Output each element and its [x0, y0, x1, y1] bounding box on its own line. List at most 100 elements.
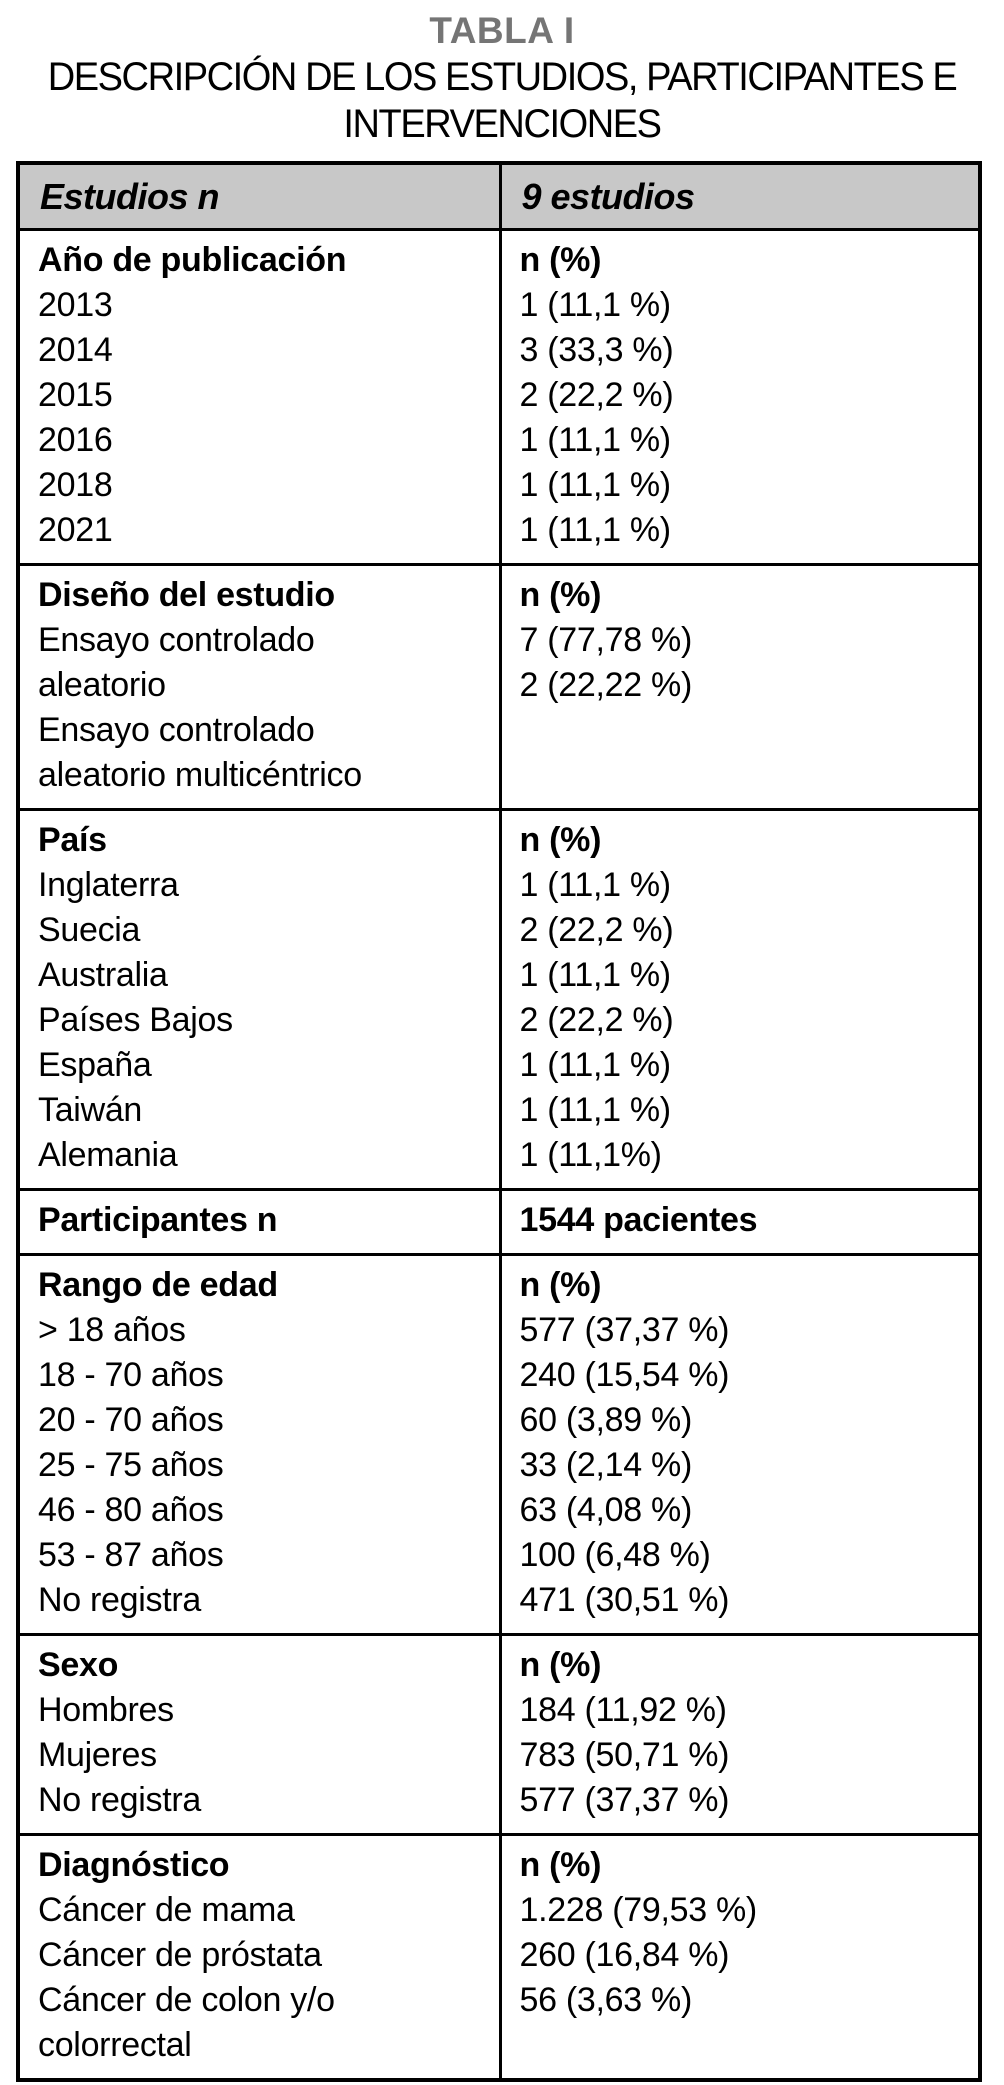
value-line: 1 (11,1 %): [519, 865, 672, 904]
value-line: 577 (37,37 %): [519, 1780, 730, 1819]
cell-diagnostico-left: Diagnóstico Cáncer de mama Cáncer de próst…: [16, 1832, 502, 2081]
value-line: 783 (50,71 %): [519, 1735, 730, 1774]
cell-participantes-left: Participantes n: [16, 1187, 502, 1256]
category-line: aleatorio: [38, 665, 166, 704]
category-line: 53 - 87 años: [38, 1535, 224, 1574]
section-row-rango-de-edad: Rango de edad > 18 años 18 - 70 años 20 - 7…: [16, 1252, 982, 1636]
value-line: 471 (30,51 %): [519, 1580, 730, 1619]
category-line: Mujeres: [38, 1735, 157, 1774]
section-row-sexo: Sexo Hombres Mujeres No registra n (%) 184 (1…: [16, 1632, 982, 1836]
category-line: Inglaterra: [38, 865, 179, 904]
category-line: Alemania: [38, 1135, 178, 1174]
table-header-row: Estudios n 9 estudios: [16, 161, 982, 231]
cell-diseno-del-estudio-left: Diseño del estudio Ensayo controlado aleat…: [16, 562, 502, 811]
cell-pais-left: País Inglaterra Suecia Australia Países Bajo…: [16, 807, 502, 1191]
section-value-header: n (%): [519, 1845, 602, 1884]
category-line: Cáncer de mama: [38, 1890, 295, 1929]
section-label: Rango de edad: [38, 1265, 278, 1304]
value-line: 240 (15,54 %): [519, 1355, 730, 1394]
cell-ano-de-publicacion-right: n (%) 1 (11,1 %) 3 (33,3 %) 2 (22,2 %) 1 (11…: [498, 227, 982, 566]
category-line: Cáncer de colon y/o: [38, 1980, 335, 2019]
value-line: 1.228 (79,53 %): [519, 1890, 758, 1929]
value-line: 63 (4,08 %): [519, 1490, 693, 1529]
category-line: 18 - 70 años: [38, 1355, 224, 1394]
category-line: 2018: [38, 465, 113, 504]
value-line: 1 (11,1%): [519, 1135, 662, 1174]
table-caption: TABLA I DESCRIPCIÓN DE LOS ESTUDIOS, PAR…: [0, 10, 1004, 148]
cell-sexo-right: n (%) 184 (11,92 %) 783 (50,71 %) 577 (37,3…: [498, 1632, 982, 1836]
category-line: Ensayo controlado: [38, 710, 315, 749]
descripcion-estudios-table: Estudios n 9 estudios Año de publicación…: [16, 161, 982, 2082]
category-line: 2014: [38, 330, 113, 369]
section-row-diagnostico: Diagnóstico Cáncer de mama Cáncer de próst…: [16, 1832, 982, 2081]
category-line: No registra: [38, 1780, 201, 1819]
value-line: 1 (11,1 %): [519, 1045, 672, 1084]
category-line: 2021: [38, 510, 113, 549]
category-line: España: [38, 1045, 152, 1084]
section-label: Sexo: [38, 1645, 119, 1684]
cell-participantes-right: 1544 pacientes: [498, 1187, 982, 1256]
section-value-header: n (%): [519, 575, 602, 614]
category-line: Cáncer de próstata: [38, 1935, 322, 1974]
category-line: > 18 años: [38, 1310, 186, 1349]
table-subtitle: DESCRIPCIÓN DE LOS ESTUDIOS, PARTICIPANT…: [25, 54, 979, 148]
category-line: Países Bajos: [38, 1000, 233, 1039]
value-line: 1 (11,1 %): [519, 955, 672, 994]
section-row-diseno-del-estudio: Diseño del estudio Ensayo controlado aleat…: [16, 562, 982, 811]
cell-rango-de-edad-left: Rango de edad > 18 años 18 - 70 años 20 - 7…: [16, 1252, 502, 1636]
cell-diagnostico-right: n (%) 1.228 (79,53 %) 260 (16,84 %) 56 (3,6…: [498, 1832, 982, 2081]
section-label: País: [38, 820, 107, 859]
cell-ano-de-publicacion-left: Año de publicación 2013 2014 2015 2016 2018 20…: [16, 227, 502, 566]
category-line: Taiwán: [38, 1090, 143, 1129]
category-line: Suecia: [38, 910, 141, 949]
category-line: aleatorio multicéntrico: [38, 755, 362, 794]
value-line: 184 (11,92 %): [519, 1690, 727, 1729]
value-line: 56 (3,63 %): [519, 1980, 693, 2019]
cell-sexo-left: Sexo Hombres Mujeres No registra: [16, 1632, 502, 1836]
category-line: 20 - 70 años: [38, 1400, 224, 1439]
category-line: 25 - 75 años: [38, 1445, 224, 1484]
value-line: 2 (22,2 %): [519, 375, 674, 414]
section-value-header: 1544 pacientes: [519, 1200, 758, 1239]
section-label: Año de publicación: [38, 240, 347, 279]
section-value-header: n (%): [519, 1265, 602, 1304]
value-line: 3 (33,3 %): [519, 330, 674, 369]
category-line: Ensayo controlado: [38, 620, 315, 659]
value-line: 1 (11,1 %): [519, 465, 672, 504]
value-line: 100 (6,48 %): [519, 1535, 711, 1574]
section-row-participantes: Participantes n 1544 pacientes: [16, 1187, 982, 1256]
section-value-header: n (%): [519, 240, 602, 279]
category-line: 2016: [38, 420, 113, 459]
cell-rango-de-edad-right: n (%) 577 (37,37 %) 240 (15,54 %) 60 (3,89 …: [498, 1252, 982, 1636]
category-line: No registra: [38, 1580, 201, 1619]
value-line: 60 (3,89 %): [519, 1400, 693, 1439]
table-title: TABLA I: [429, 10, 575, 51]
cell-pais-right: n (%) 1 (11,1 %) 2 (22,2 %) 1 (11,1 %) 2 (22…: [498, 807, 982, 1191]
table-subtitle-line1: DESCRIPCIÓN DE LOS ESTUDIOS, PARTICIPANT…: [47, 55, 958, 99]
category-line: colorrectal: [38, 2025, 192, 2064]
section-label: Diseño del estudio: [38, 575, 335, 614]
table-body: Año de publicación 2013 2014 2015 2016 2018 20…: [16, 227, 982, 2081]
category-line: 2013: [38, 285, 113, 324]
section-row-pais: País Inglaterra Suecia Australia Países Bajo…: [16, 807, 982, 1191]
value-line: 1 (11,1 %): [519, 285, 672, 324]
value-line: 1 (11,1 %): [519, 1090, 672, 1129]
section-label: Diagnóstico: [38, 1845, 230, 1884]
header-cell-9-estudios: 9 estudios: [498, 161, 982, 231]
section-value-header: n (%): [519, 1645, 602, 1684]
category-line: Hombres: [38, 1690, 174, 1729]
value-line: 2 (22,22 %): [519, 665, 693, 704]
value-line: 7 (77,78 %): [519, 620, 693, 659]
category-line: 46 - 80 años: [38, 1490, 224, 1529]
category-line: 2015: [38, 375, 113, 414]
value-line: 2 (22,2 %): [519, 1000, 674, 1039]
value-line: 577 (37,37 %): [519, 1310, 730, 1349]
value-line: 1 (11,1 %): [519, 420, 672, 459]
section-row-ano-de-publicacion: Año de publicación 2013 2014 2015 2016 2018 20…: [16, 227, 982, 566]
value-line: 33 (2,14 %): [519, 1445, 693, 1484]
value-line: 2 (22,2 %): [519, 910, 674, 949]
table-subtitle-line2: INTERVENCIONES: [343, 102, 662, 146]
value-line: 260 (16,84 %): [519, 1935, 730, 1974]
section-label: Participantes n: [38, 1200, 278, 1239]
